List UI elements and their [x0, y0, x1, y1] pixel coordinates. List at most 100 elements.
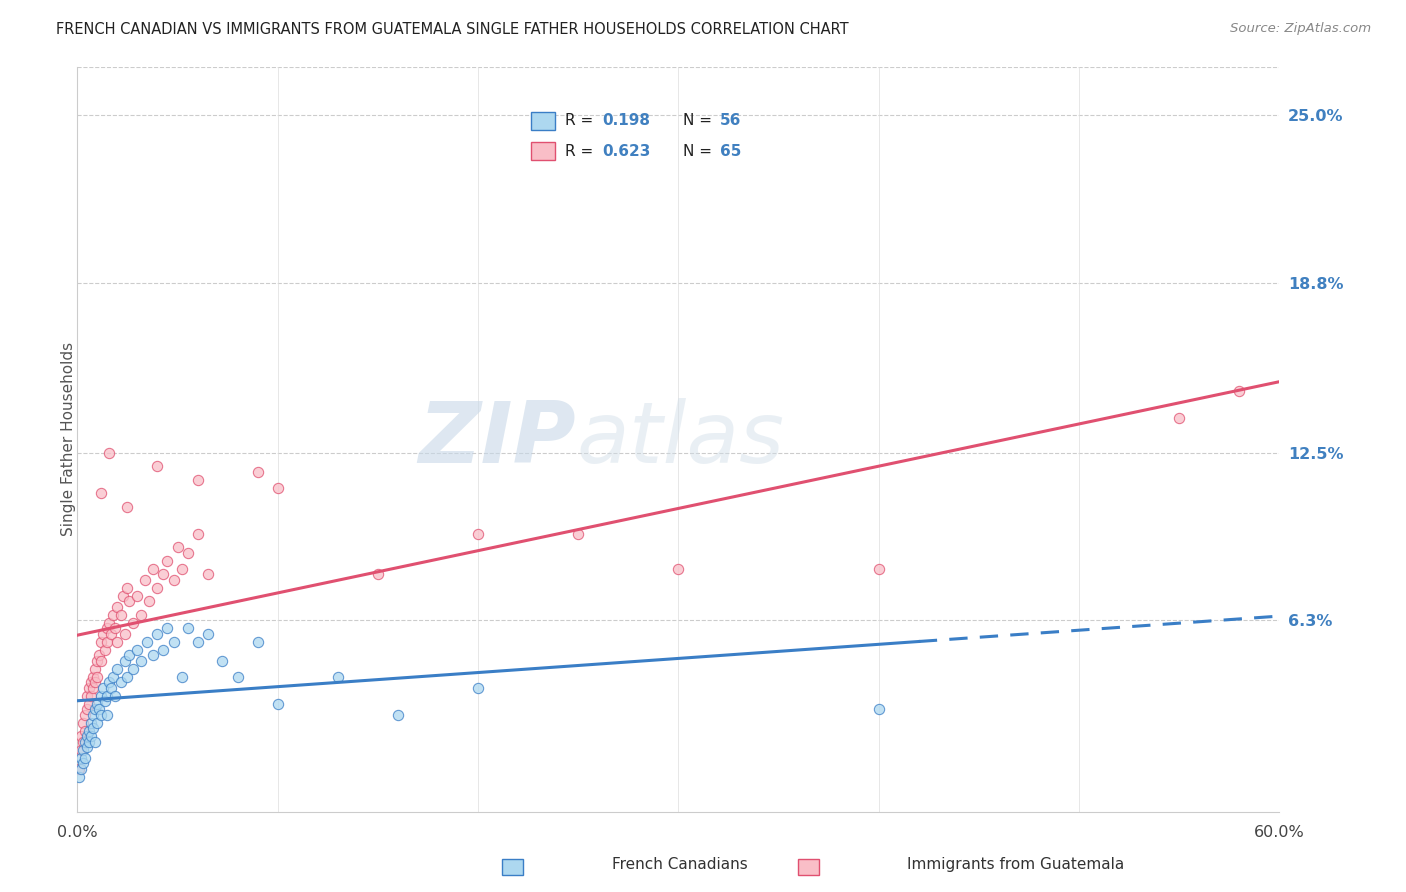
- Point: [246, 465, 269, 479]
- Bar: [502, 859, 523, 874]
- Point: [104, 689, 127, 703]
- Point: [80, 715, 103, 730]
- Point: [114, 654, 136, 668]
- Text: French Canadians: French Canadians: [612, 857, 748, 871]
- Point: [187, 473, 209, 487]
- Point: [89, 702, 111, 716]
- Point: [75, 723, 97, 738]
- Point: [131, 607, 153, 622]
- Point: [84, 662, 107, 676]
- Point: [122, 615, 145, 630]
- Point: [170, 562, 193, 576]
- Text: Source: ZipAtlas.com: Source: ZipAtlas.com: [1230, 22, 1371, 36]
- Point: [70, 729, 93, 743]
- Point: [152, 642, 174, 657]
- Point: [70, 750, 93, 764]
- Point: [156, 621, 179, 635]
- Point: [75, 750, 97, 764]
- Point: [134, 573, 156, 587]
- Point: [142, 648, 165, 663]
- Point: [82, 681, 104, 695]
- Point: [93, 681, 115, 695]
- Point: [76, 689, 98, 703]
- Point: [146, 581, 169, 595]
- Y-axis label: Single Father Households: Single Father Households: [62, 343, 76, 536]
- Point: [90, 689, 112, 703]
- Point: [75, 734, 97, 748]
- Point: [170, 670, 193, 684]
- Point: [76, 739, 98, 754]
- Point: [84, 702, 107, 716]
- Point: [70, 762, 93, 776]
- Point: [84, 675, 107, 690]
- Point: [94, 694, 117, 708]
- Point: [86, 697, 108, 711]
- Point: [90, 634, 112, 648]
- Point: [96, 634, 118, 648]
- Text: N =: N =: [683, 112, 717, 128]
- Text: atlas: atlas: [576, 398, 785, 481]
- Point: [138, 594, 160, 608]
- Bar: [531, 112, 555, 129]
- Point: [668, 562, 690, 576]
- Point: [89, 648, 111, 663]
- Point: [197, 567, 219, 582]
- Point: [118, 594, 141, 608]
- Point: [76, 729, 98, 743]
- Point: [103, 670, 125, 684]
- Point: [367, 567, 389, 582]
- Point: [118, 648, 141, 663]
- Point: [82, 707, 104, 722]
- Point: [98, 615, 121, 630]
- Point: [156, 554, 179, 568]
- Point: [80, 675, 103, 690]
- Point: [567, 526, 589, 541]
- Point: [107, 634, 129, 648]
- Point: [127, 642, 149, 657]
- Point: [1229, 384, 1251, 398]
- Bar: [531, 143, 555, 161]
- Point: [80, 689, 103, 703]
- Point: [79, 734, 101, 748]
- Point: [226, 670, 249, 684]
- Point: [72, 734, 94, 748]
- Point: [142, 562, 165, 576]
- Point: [187, 634, 209, 648]
- Point: [86, 670, 108, 684]
- Text: 0.198: 0.198: [602, 112, 650, 128]
- Point: [67, 770, 90, 784]
- Point: [76, 702, 98, 716]
- Point: [67, 762, 90, 776]
- Point: [98, 675, 121, 690]
- Text: N =: N =: [683, 144, 717, 159]
- Text: 65: 65: [720, 144, 741, 159]
- Point: [96, 621, 118, 635]
- Bar: [797, 859, 818, 874]
- Point: [72, 756, 94, 771]
- Text: 56: 56: [720, 112, 741, 128]
- Point: [136, 634, 159, 648]
- Point: [94, 642, 117, 657]
- Point: [90, 707, 112, 722]
- Point: [326, 670, 349, 684]
- Point: [162, 573, 184, 587]
- Point: [93, 626, 115, 640]
- Point: [79, 697, 101, 711]
- Point: [117, 581, 139, 595]
- Point: [110, 607, 132, 622]
- Point: [131, 654, 153, 668]
- Text: ZIP: ZIP: [419, 398, 576, 481]
- Point: [267, 697, 290, 711]
- Point: [80, 729, 103, 743]
- Point: [117, 500, 139, 514]
- Point: [96, 707, 118, 722]
- Point: [246, 634, 269, 648]
- Point: [211, 654, 233, 668]
- Point: [79, 723, 101, 738]
- Point: [176, 546, 198, 560]
- Point: [152, 567, 174, 582]
- Point: [166, 541, 188, 555]
- Point: [107, 599, 129, 614]
- Point: [107, 662, 129, 676]
- Point: [90, 486, 112, 500]
